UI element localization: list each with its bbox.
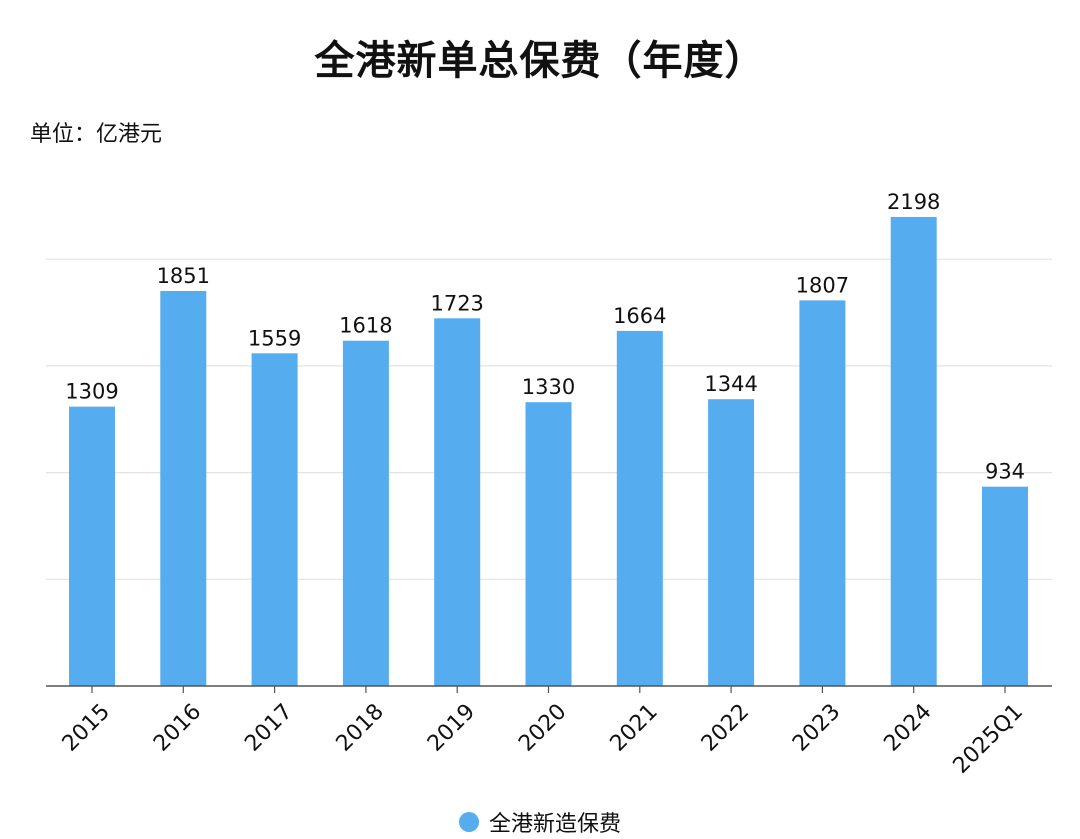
data-label-2023: 1807 <box>796 273 849 297</box>
x-tick-label-2021: 2021 <box>606 699 663 756</box>
data-label-2019: 1723 <box>430 291 483 315</box>
x-tick-label-2024: 2024 <box>879 699 936 756</box>
bar-2018 <box>342 340 389 686</box>
bar-2023 <box>799 300 846 686</box>
data-label-2015: 1309 <box>65 380 118 404</box>
legend-swatch <box>458 812 479 832</box>
data-label-2018: 1618 <box>339 314 392 338</box>
x-tick-label-2017: 2017 <box>240 699 297 756</box>
bar-2025Q1 <box>982 486 1028 686</box>
x-tick-label-2018: 2018 <box>332 699 389 756</box>
data-label-2017: 1559 <box>248 326 301 350</box>
bar-2024 <box>890 216 937 687</box>
x-tick-label-2019: 2019 <box>423 699 480 756</box>
data-label-2024: 2198 <box>887 190 940 214</box>
x-tick-label-2020: 2020 <box>514 699 571 756</box>
data-label-2021: 1664 <box>613 304 666 328</box>
legend-label: 全港新造保费 <box>488 812 621 837</box>
unit-label: 单位：亿港元 <box>30 122 163 147</box>
bar-2019 <box>434 318 481 686</box>
data-label-2022: 1344 <box>704 372 757 396</box>
data-label-2020: 1330 <box>522 375 575 399</box>
bar-2021 <box>616 330 663 686</box>
data-label-2016: 1851 <box>157 264 210 288</box>
x-tick-label-2023: 2023 <box>788 699 845 756</box>
bar-2022 <box>708 399 755 686</box>
x-tick-label-2015: 2015 <box>58 699 115 756</box>
x-tick-label-2016: 2016 <box>149 699 206 756</box>
chart-title: 全港新单总保费（年度） <box>314 38 766 84</box>
bar-2015 <box>69 406 115 686</box>
bar-2016 <box>160 290 207 686</box>
legend: 全港新造保费 <box>0 806 1080 838</box>
bar-2017 <box>251 353 298 686</box>
data-label-2025Q1: 934 <box>985 460 1025 484</box>
x-tick-label-2025Q1: 2025Q1 <box>949 699 1028 778</box>
bar-2020 <box>525 402 572 686</box>
x-tick-label-2022: 2022 <box>697 699 754 756</box>
